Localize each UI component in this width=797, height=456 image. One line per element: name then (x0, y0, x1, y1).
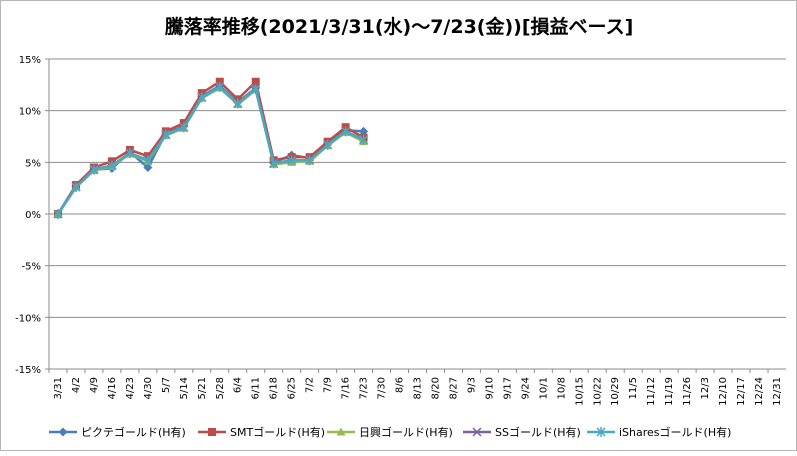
x-tick-label: 7/23 (359, 377, 370, 399)
x-tick-label: 6/4 (233, 377, 244, 393)
data-point (596, 427, 606, 437)
data-point (251, 83, 261, 94)
data-point (215, 81, 225, 92)
data-point (359, 134, 369, 145)
x-tick-label: 6/18 (269, 377, 280, 399)
x-tick-label: 12/3 (700, 377, 711, 399)
x-tick-label: 10/8 (556, 377, 567, 399)
data-point (323, 139, 333, 150)
x-tick-label: 11/26 (682, 377, 693, 406)
data-point (305, 155, 315, 166)
data-point (71, 182, 81, 193)
data-point (269, 158, 279, 169)
y-tick-label: -5% (22, 262, 41, 273)
data-point (107, 160, 117, 171)
x-tick-label: 12/17 (736, 377, 747, 406)
x-axis-tick-labels: 3/31 4/2 4/9 4/16 4/23 4/30 5/7 5/14 5/21 5/28 6/4… (53, 377, 783, 406)
x-tick-label: 4/2 (71, 377, 82, 393)
x-tick-label: 4/9 (89, 377, 100, 393)
x-tick-label: 8/13 (413, 377, 424, 399)
series-2 (53, 77, 368, 218)
x-tick-label: 10/22 (592, 377, 603, 406)
y-tick-label: 5% (25, 158, 41, 169)
chart-title: 騰落率推移(2021/3/31(水)～7/23(金))[損益ベース] (164, 15, 634, 38)
data-point (161, 129, 171, 140)
y-tick-label: 10% (19, 107, 41, 118)
legend-label: ピクテゴールド(H有) (81, 425, 186, 439)
series-line (56, 80, 365, 215)
legend-item-5: iSharesゴールド(H有) (587, 425, 731, 439)
legend-item-3: 日興ゴールド(H有) (327, 425, 453, 439)
x-tick-label: 4/16 (107, 377, 118, 399)
x-tick-label: 5/28 (215, 377, 226, 399)
data-point (143, 155, 153, 166)
data-point (53, 209, 63, 219)
data-point (89, 164, 99, 175)
x-tick-label: 12/24 (754, 377, 765, 406)
x-tick-label: 7/2 (305, 377, 316, 393)
x-tick-label: 10/15 (574, 377, 585, 406)
y-tick-label: -10% (15, 313, 41, 324)
data-point (341, 126, 351, 137)
y-axis-tick-labels: 15% 10% 5% 0% -5% -10% -15% (15, 55, 41, 376)
x-tick-label: 7/16 (341, 377, 352, 399)
data-point (179, 122, 189, 133)
legend: ピクテゴールド(H有) SMTゴールド(H有) 日興ゴールド(H有) SSゴールド(H… (49, 425, 731, 439)
legend-label: SSゴールド(H有) (495, 425, 581, 439)
data-point (215, 77, 224, 86)
x-tick-label: 5/21 (197, 377, 208, 399)
x-tick-label: 3/31 (53, 377, 64, 399)
series-5 (53, 81, 369, 219)
legend-label: SMTゴールド(H有) (230, 425, 325, 439)
x-tick-label: 4/30 (143, 377, 154, 399)
x-tick-label: 9/10 (484, 377, 495, 399)
x-tick-label: 4/23 (125, 377, 136, 399)
data-point (251, 77, 260, 86)
x-tick-label: 5/14 (179, 377, 190, 399)
x-tick-label: 11/19 (664, 377, 675, 406)
x-tick-label: 10/1 (538, 377, 549, 399)
x-tick-label: 9/3 (466, 377, 477, 393)
x-tick-label: 8/27 (448, 377, 459, 399)
x-tick-label: 7/30 (377, 377, 388, 399)
y-tick-label: 15% (19, 55, 41, 66)
x-tick-label: 9/24 (520, 377, 531, 399)
data-point (197, 92, 207, 103)
gridlines (45, 58, 786, 370)
x-tick-label: 5/7 (161, 377, 172, 393)
legend-item-1: ピクテゴールド(H有) (49, 425, 186, 439)
axes (48, 59, 786, 373)
x-tick-label: 6/11 (251, 377, 262, 399)
legend-label: iSharesゴールド(H有) (619, 425, 731, 439)
x-tick-label: 12/31 (772, 377, 783, 406)
data-point (208, 428, 216, 436)
data-point (336, 427, 346, 436)
x-tick-label: 7/9 (323, 377, 334, 393)
x-tick-label: 8/20 (430, 377, 441, 399)
x-tick-label: 6/25 (287, 377, 298, 399)
data-point (58, 427, 68, 437)
y-tick-label: -15% (15, 365, 41, 376)
x-tick-label: 11/12 (646, 377, 657, 406)
legend-label: 日興ゴールド(H有) (359, 425, 453, 439)
data-point (233, 98, 243, 109)
legend-item-2: SMTゴールド(H有) (198, 425, 325, 439)
x-tick-label: 12/10 (718, 377, 729, 406)
x-tick-label: 8/6 (395, 377, 406, 393)
x-tick-label: 11/5 (628, 377, 639, 399)
y-tick-label: 0% (25, 210, 41, 221)
legend-item-4: SSゴールド(H有) (463, 425, 581, 439)
x-tick-label: 10/29 (610, 377, 621, 406)
data-point (143, 163, 153, 172)
series-lines (53, 77, 369, 219)
data-point (472, 427, 482, 437)
x-tick-label: 9/17 (502, 377, 513, 399)
data-point (125, 148, 135, 159)
data-point (287, 155, 297, 166)
